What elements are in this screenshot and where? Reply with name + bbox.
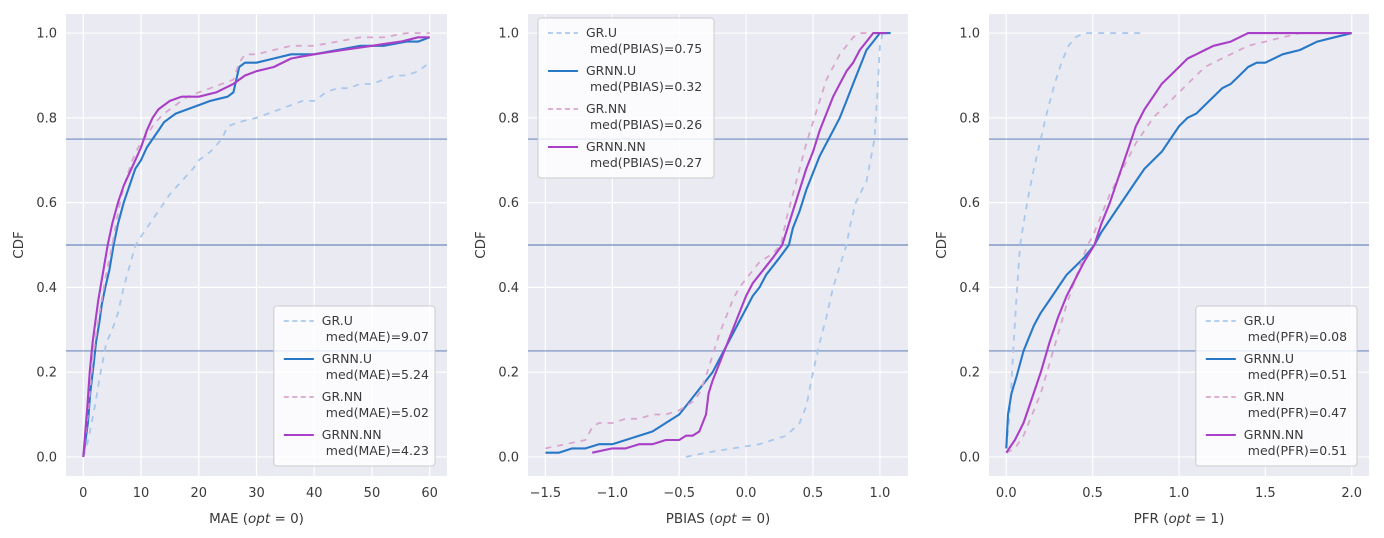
chart-svg: 0 10 20 30 40 50 60 0.0 0.2 0.4 0.6 0.8 1.0 CDF MAE (o…: [11, 14, 447, 527]
legend-series-name: GRNN.U: [1244, 351, 1294, 366]
y-tick-label: 1.0: [959, 27, 980, 42]
x-tick-label: 1.0: [870, 486, 891, 501]
y-tick-label: 0.6: [498, 196, 519, 211]
legend-series-median: med(PFR)=0.08: [1248, 329, 1347, 344]
y-tick-label: 0.2: [498, 366, 519, 381]
series-line-GR.NN: [1005, 32, 1352, 454]
y-tick-label: 0.2: [959, 366, 980, 381]
series-line-GRNN.U: [545, 32, 891, 454]
y-tick-label: 0.6: [959, 196, 980, 211]
series-line-GR.U: [82, 61, 431, 458]
y-tick-label: 0.0: [959, 450, 980, 465]
legend-series-name: GR.NN: [1244, 389, 1285, 404]
x-tick-label: 0.5: [803, 486, 824, 501]
legend-series-name: GR.U: [1244, 313, 1275, 328]
series-line-GR.U: [1005, 32, 1141, 449]
legend-series-median: med(PBIAS)=0.27: [590, 155, 702, 170]
legend-series-name: GR.U: [586, 25, 617, 40]
x-tick-label: 10: [133, 486, 150, 501]
y-tick-label: 0.6: [36, 196, 57, 211]
x-tick-label: 2.0: [1341, 486, 1362, 501]
legend-series-median: med(PFR)=0.51: [1248, 443, 1347, 458]
x-tick-label: 0.5: [1082, 486, 1103, 501]
legend-series-median: med(MAE)=4.23: [326, 443, 429, 458]
y-tick-label: 0.2: [36, 366, 57, 381]
x-axis-label: MAE (opt = 0): [209, 511, 304, 527]
x-tick-label: 50: [364, 486, 381, 501]
y-tick-label: 0.8: [498, 111, 519, 126]
subplot-mae: 0 10 20 30 40 50 60 0.0 0.2 0.4 0.6 0.8 1.0 CDF MAE (o…: [0, 0, 462, 534]
x-tick-label: 0: [79, 486, 87, 501]
chart-svg: 0.0 0.5 1.0 1.5 2.0 0.0 0.2 0.4 0.6 0.8 1.0 CDF PFR …: [934, 14, 1369, 527]
x-tick-label: 1.5: [1255, 486, 1276, 501]
legend-series-name: GR.NN: [322, 389, 363, 404]
x-tick-label: −1.5: [530, 486, 562, 501]
tick-labels: 0.0 0.5 1.0 1.5 2.0 0.0 0.2 0.4 0.6 0.8 1.0: [959, 27, 1362, 501]
x-axis-label: PFR (opt = 1): [1134, 511, 1225, 527]
legend-box: [537, 17, 715, 179]
x-tick-label: 1.0: [1169, 486, 1190, 501]
x-tick-label: 30: [248, 486, 265, 501]
y-tick-label: 0.4: [498, 281, 519, 296]
legend-series-name: GR.U: [322, 313, 353, 328]
legend-series-name: GRNN.NN: [1244, 427, 1304, 442]
legend-series-median: med(MAE)=5.02: [326, 405, 429, 420]
y-tick-label: 0.4: [36, 281, 57, 296]
y-tick-label: 0.4: [959, 281, 980, 296]
series-line-GR.NN: [545, 32, 880, 450]
legend-series-median: med(PFR)=0.51: [1248, 367, 1347, 382]
legend-series-median: med(MAE)=9.07: [326, 329, 429, 344]
y-tick-label: 0.0: [36, 450, 57, 465]
y-tick-label: 0.8: [959, 111, 980, 126]
series-line-GRNN.U: [82, 36, 431, 458]
legend-series-name: GRNN.U: [322, 351, 372, 366]
legend: GR.Umed(PFR)=0.08GRNN.Umed(PFR)=0.51GR.N…: [1195, 305, 1358, 467]
y-tick-label: 1.0: [498, 27, 519, 42]
legend-series-median: med(PBIAS)=0.26: [590, 117, 702, 132]
legend-series-median: med(MAE)=5.24: [326, 367, 429, 382]
x-tick-label: 40: [306, 486, 323, 501]
y-axis-label: CDF: [473, 231, 489, 259]
x-tick-label: −1.0: [597, 486, 629, 501]
series-line-GR.NN: [82, 32, 430, 457]
x-tick-label: 0.0: [736, 486, 757, 501]
legend-series-name: GRNN.U: [586, 63, 636, 78]
series-line-GRNN.NN: [82, 36, 430, 457]
legend-series-name: GRNN.NN: [322, 427, 382, 442]
series-line-GRNN.NN: [1005, 32, 1352, 454]
y-axis-label: CDF: [934, 231, 950, 259]
chart-svg: −1.5 −1.0 −0.5 0.0 0.5 1.0 0.0 0.2 0.4 0.6 0.8 1.0 C…: [473, 14, 908, 527]
y-tick-label: 1.0: [36, 27, 57, 42]
y-axis-label: CDF: [11, 231, 27, 259]
legend-series-name: GRNN.NN: [586, 139, 646, 154]
legend-series-median: med(PFR)=0.47: [1248, 405, 1347, 420]
legend-series-median: med(PBIAS)=0.32: [590, 79, 702, 94]
y-tick-label: 0.0: [498, 450, 519, 465]
x-tick-label: 60: [421, 486, 438, 501]
legend-box: [1195, 305, 1358, 467]
legend-series-median: med(PBIAS)=0.75: [590, 41, 702, 56]
x-tick-label: −0.5: [663, 486, 695, 501]
legend-box: [273, 305, 436, 467]
x-axis-label: PBIAS (opt = 0): [666, 511, 771, 527]
subplot-pbias: −1.5 −1.0 −0.5 0.0 0.5 1.0 0.0 0.2 0.4 0.6 0.8 1.0 C…: [462, 0, 923, 534]
subplot-pfr: 0.0 0.5 1.0 1.5 2.0 0.0 0.2 0.4 0.6 0.8 1.0 CDF PFR …: [923, 0, 1384, 534]
y-tick-label: 0.8: [36, 111, 57, 126]
tick-labels: −1.5 −1.0 −0.5 0.0 0.5 1.0 0.0 0.2 0.4 0.6 0.8 1.0: [498, 27, 890, 501]
tick-labels: 0 10 20 30 40 50 60 0.0 0.2 0.4 0.6 0.8 1.0: [36, 27, 438, 501]
series-line-GRNN.U: [1005, 32, 1352, 449]
legend-series-name: GR.NN: [586, 101, 627, 116]
series-line-GRNN.NN: [591, 32, 887, 454]
x-tick-label: 0.0: [996, 486, 1017, 501]
x-tick-label: 20: [190, 486, 207, 501]
